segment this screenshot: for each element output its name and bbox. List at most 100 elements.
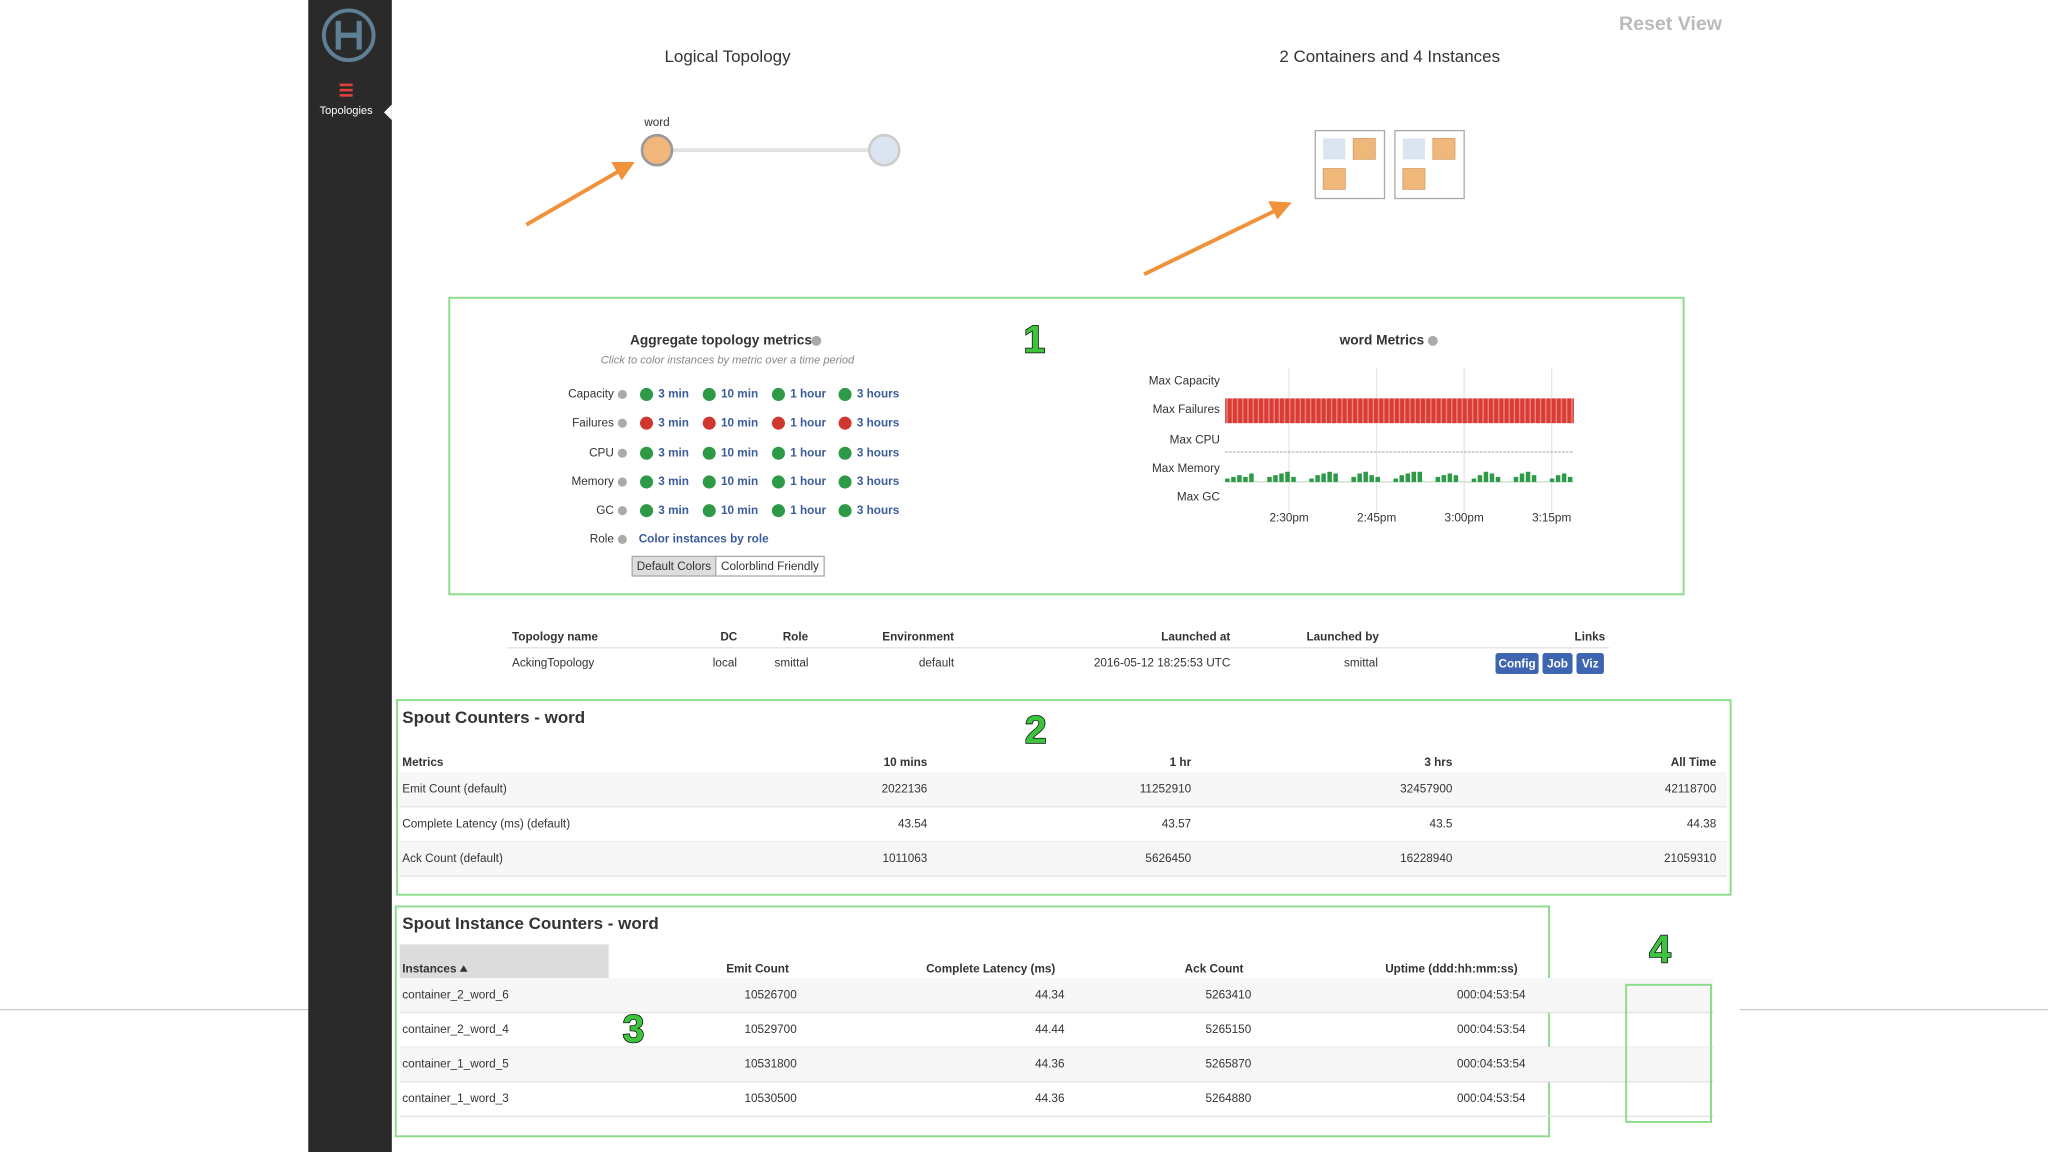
- window-link[interactable]: 10 min: [721, 416, 758, 429]
- column-header: Topology name: [512, 630, 598, 643]
- spout-node[interactable]: [640, 133, 674, 167]
- nav-icon[interactable]: [339, 83, 353, 97]
- window-link[interactable]: 10 min: [721, 446, 758, 459]
- cell: 5626450: [1145, 852, 1191, 865]
- cell: 5265150: [1206, 1023, 1252, 1036]
- status-dot[interactable]: [838, 416, 852, 430]
- button[interactable]: [715, 555, 825, 577]
- status-dot[interactable]: [640, 387, 654, 401]
- status-dot[interactable]: [838, 475, 852, 489]
- info-icon[interactable]: [1427, 335, 1438, 346]
- memory-bar: [1291, 476, 1296, 482]
- column-header: Launched at: [1161, 630, 1230, 643]
- container[interactable]: [1394, 129, 1465, 200]
- memory-bar: [1231, 476, 1236, 482]
- cell: 43.57: [1162, 817, 1191, 830]
- status-dot[interactable]: [640, 446, 654, 460]
- role-link[interactable]: Color instances by role: [639, 533, 769, 546]
- column-header: Links: [1575, 630, 1606, 643]
- info-icon[interactable]: [617, 389, 627, 400]
- status-dot[interactable]: [640, 475, 654, 489]
- container[interactable]: [1314, 129, 1386, 200]
- reset-view[interactable]: Reset View: [1619, 13, 1723, 35]
- window-link[interactable]: 10 min: [721, 388, 758, 401]
- nav-topologies[interactable]: Topologies: [320, 105, 373, 117]
- window-link[interactable]: 1 hour: [790, 446, 826, 459]
- metric-label: Role: [590, 533, 615, 546]
- memory-bar: [1567, 476, 1573, 482]
- cell: 000:04:53:54: [1457, 1092, 1526, 1105]
- status-dot[interactable]: [771, 475, 785, 489]
- status-dot[interactable]: [702, 416, 716, 430]
- status-dot[interactable]: [771, 416, 785, 430]
- callout: 2: [1025, 709, 1047, 752]
- window-link[interactable]: 1 hour: [790, 504, 826, 517]
- memory-bar: [1309, 478, 1314, 482]
- info-icon[interactable]: [811, 335, 822, 346]
- window-link[interactable]: 3 min: [658, 446, 689, 459]
- link-button[interactable]: [1495, 653, 1539, 674]
- cell: 42118700: [1665, 783, 1717, 796]
- info-icon[interactable]: [617, 534, 627, 544]
- memory-bar: [1249, 473, 1254, 482]
- window-link[interactable]: 3 hours: [857, 446, 900, 459]
- status-dot[interactable]: [640, 416, 654, 430]
- memory-bar: [1375, 476, 1380, 482]
- window-link[interactable]: 3 min: [658, 504, 689, 517]
- callout: 1: [1024, 319, 1046, 362]
- cell: 1011063: [882, 852, 927, 865]
- info-icon[interactable]: [617, 506, 627, 516]
- link-button[interactable]: [1576, 653, 1604, 674]
- word-metrics-title: word Metrics: [1339, 333, 1425, 348]
- status-dot[interactable]: [838, 387, 852, 401]
- sidebar: [308, 0, 392, 1152]
- info-icon[interactable]: [617, 418, 627, 428]
- metric-label: CPU: [589, 446, 614, 459]
- cell: smittal: [775, 657, 809, 670]
- window-link[interactable]: 3 hours: [857, 416, 900, 429]
- window-link[interactable]: 3 min: [658, 388, 689, 401]
- memory-bar: [1237, 475, 1242, 482]
- link-button[interactable]: [1542, 653, 1573, 674]
- status-dot[interactable]: [640, 504, 654, 518]
- cell: Ack Count (default): [402, 852, 503, 865]
- status-dot[interactable]: [771, 504, 785, 518]
- window-link[interactable]: 3 hours: [857, 475, 900, 488]
- status-dot[interactable]: [838, 504, 852, 518]
- window-link[interactable]: 10 min: [721, 475, 758, 488]
- window-link[interactable]: 3 min: [658, 416, 689, 429]
- window-link[interactable]: 1 hour: [790, 475, 826, 488]
- info-icon[interactable]: [617, 477, 627, 487]
- window-link[interactable]: 1 hour: [790, 388, 826, 401]
- cell: container_2_word_4: [402, 1023, 509, 1036]
- cell: AckingTopology: [512, 657, 594, 670]
- memory-bar: [1399, 475, 1405, 482]
- memory-bar: [1369, 475, 1374, 482]
- window-link[interactable]: 10 min: [721, 504, 758, 517]
- button-label[interactable]: Colorblind Friendly: [721, 560, 819, 573]
- status-dot[interactable]: [771, 387, 785, 401]
- cell: container_1_word_3: [402, 1092, 509, 1105]
- button-label[interactable]: Default Colors: [637, 560, 712, 573]
- link-label[interactable]: Config: [1498, 657, 1535, 670]
- memory-bar: [1483, 471, 1489, 482]
- cell: 32457900: [1400, 783, 1453, 796]
- bolt-node[interactable]: [867, 133, 901, 167]
- status-dot[interactable]: [771, 446, 785, 460]
- aggregate-metrics: Capacity 3 min 10 min 1 hour 3 hours Failures…: [568, 387, 900, 577]
- window-link[interactable]: 3 min: [658, 475, 689, 488]
- cell: 000:04:53:54: [1457, 988, 1526, 1001]
- status-dot[interactable]: [838, 446, 852, 460]
- window-link[interactable]: 3 hours: [857, 504, 900, 517]
- window-link[interactable]: 1 hour: [790, 416, 826, 429]
- status-dot[interactable]: [702, 387, 716, 401]
- link-label[interactable]: Viz: [1582, 657, 1599, 670]
- info-icon[interactable]: [617, 448, 627, 458]
- status-dot[interactable]: [702, 446, 716, 460]
- arrow: [525, 161, 635, 227]
- status-dot[interactable]: [702, 504, 716, 518]
- window-link[interactable]: 3 hours: [857, 388, 900, 401]
- column-header: Instances: [402, 962, 457, 975]
- status-dot[interactable]: [702, 475, 716, 489]
- link-label[interactable]: Job: [1547, 657, 1568, 670]
